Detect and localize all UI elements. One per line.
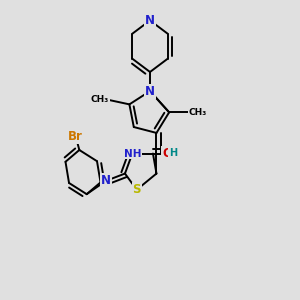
Text: CH₃: CH₃ [188, 108, 206, 117]
Text: S: S [133, 183, 141, 196]
Text: H: H [169, 148, 177, 158]
Text: O: O [162, 147, 172, 160]
Text: N: N [145, 14, 155, 27]
Text: CH₃: CH₃ [91, 95, 109, 104]
Text: N: N [101, 174, 111, 188]
Text: NH: NH [124, 148, 141, 158]
Text: N: N [145, 85, 155, 98]
Text: Br: Br [68, 130, 83, 143]
